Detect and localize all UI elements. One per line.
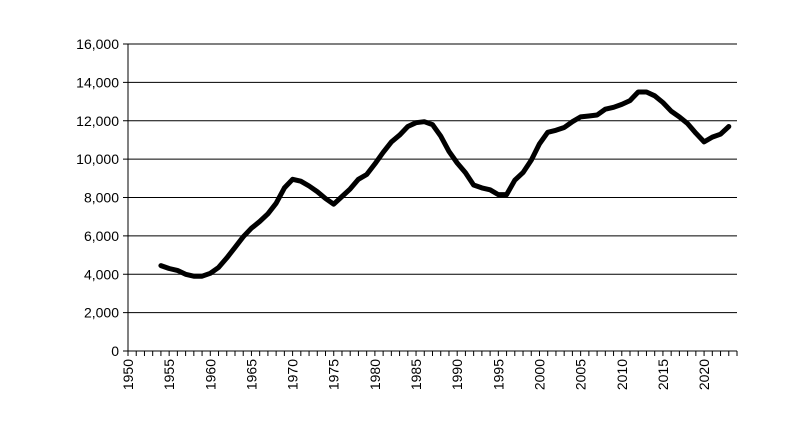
gridlines bbox=[128, 43, 737, 314]
x-tick-label: 1995 bbox=[490, 359, 506, 390]
x-tick-label: 1975 bbox=[326, 359, 342, 390]
series bbox=[158, 89, 732, 279]
x-tick-label: 2020 bbox=[696, 359, 712, 390]
x-axis-tick-labels: 1950 1955 1960 1965 1970 1975 1980 1985 1990 1995… bbox=[120, 359, 712, 390]
x-tick-label: 2005 bbox=[573, 359, 589, 390]
y-tick-label: 16,000 bbox=[76, 36, 119, 52]
y-tick-label: 10,000 bbox=[76, 151, 119, 167]
y-axis-tick-labels: 0 2,000 4,000 6,000 8,000 10,000 12,000 14,000 1… bbox=[76, 36, 119, 359]
x-tick-label: 1965 bbox=[243, 359, 259, 390]
series-line bbox=[158, 89, 732, 279]
x-tick-label: 1960 bbox=[202, 359, 218, 390]
axes bbox=[123, 43, 738, 356]
y-tick-label: 12,000 bbox=[76, 113, 119, 129]
x-tick-label: 1990 bbox=[449, 359, 465, 390]
x-tick-label: 2010 bbox=[614, 359, 630, 390]
y-tick-label: 8,000 bbox=[84, 190, 119, 206]
y-tick-label: 14,000 bbox=[76, 74, 119, 90]
y-tick-label: 0 bbox=[111, 343, 119, 359]
x-tick-label: 2015 bbox=[655, 359, 671, 390]
x-tick-label: 1955 bbox=[161, 359, 177, 390]
y-tick-label: 6,000 bbox=[84, 228, 119, 244]
x-tick-label: 1980 bbox=[367, 359, 383, 390]
x-tick-label: 2000 bbox=[531, 359, 547, 390]
x-tick-label: 1950 bbox=[120, 359, 136, 390]
x-tick-label: 1970 bbox=[285, 359, 301, 390]
y-tick-label: 4,000 bbox=[84, 266, 119, 282]
y-tick-label: 2,000 bbox=[84, 305, 119, 321]
x-tick-label: 1985 bbox=[408, 359, 424, 390]
